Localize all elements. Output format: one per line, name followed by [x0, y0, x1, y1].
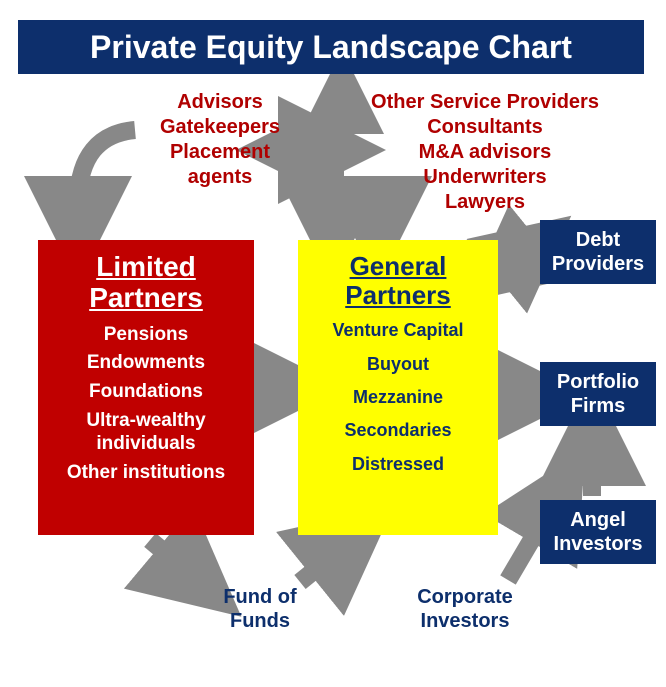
portfolio-firms-box: Portfolio Firms — [540, 362, 656, 426]
limited-partners-title: Limited Partners — [46, 252, 246, 314]
lp-item: Endowments — [46, 352, 246, 375]
general-partners-items: Venture Capital Buyout Mezzanine Secondarie… — [306, 319, 490, 476]
lp-item: Foundations — [46, 381, 246, 404]
advisors-line: Advisors — [135, 90, 305, 115]
corporate-investors-label: Corporate Investors — [400, 585, 530, 633]
limited-partners-box: Limited Partners Pensions Endowments Found… — [38, 240, 254, 535]
general-partners-title: General Partners — [306, 252, 490, 309]
advisors-line: agents — [135, 165, 305, 190]
osp-line: Consultants — [355, 115, 615, 140]
other-service-providers-list: Other Service ProvidersConsultantsM&A ad… — [355, 90, 615, 215]
fund-of-funds-label: Fund of Funds — [205, 585, 315, 633]
advisors-line: Placement — [135, 140, 305, 165]
gp-item: Secondaries — [306, 419, 490, 442]
lp-item: Other institutions — [46, 462, 246, 485]
arrow-fof-gp — [300, 540, 352, 582]
osp-line: Other Service Providers — [355, 90, 615, 115]
debt-providers-box: Debt Providers — [540, 220, 656, 284]
arrow-lp-fof — [150, 540, 200, 582]
limited-partners-items: Pensions Endowments Foundations Ultra-wealt… — [46, 324, 246, 485]
general-partners-box: General Partners Venture Capital Buyout Me… — [298, 240, 498, 535]
angel-investors-box: Angel Investors — [540, 500, 656, 564]
arrow-advisors-to-lp — [78, 130, 135, 230]
lp-item: Pensions — [46, 324, 246, 347]
advisors-list: AdvisorsGatekeepersPlacementagents — [135, 90, 305, 190]
gp-item: Buyout — [306, 353, 490, 376]
osp-line: M&A advisors — [355, 140, 615, 165]
chart-title: Private Equity Landscape Chart — [18, 20, 644, 74]
lp-item: Ultra-wealthy individuals — [46, 410, 246, 456]
gp-item: Mezzanine — [306, 386, 490, 409]
osp-line: Underwriters — [355, 165, 615, 190]
gp-item: Distressed — [306, 453, 490, 476]
osp-line: Lawyers — [355, 190, 615, 215]
gp-item: Venture Capital — [306, 319, 490, 342]
arrow-gp-debt — [502, 246, 534, 272]
advisors-line: Gatekeepers — [135, 115, 305, 140]
